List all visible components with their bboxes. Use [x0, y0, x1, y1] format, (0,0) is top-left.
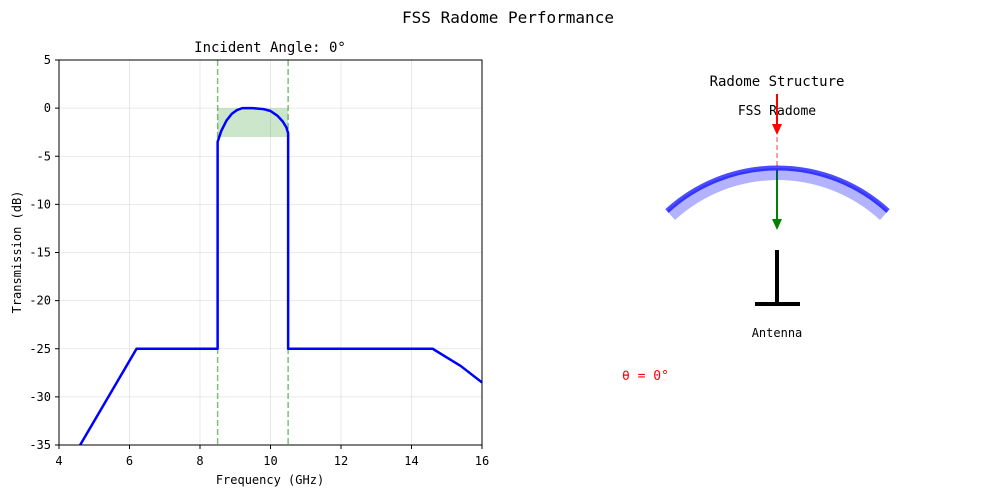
transmitted-wave-arrow [772, 170, 782, 230]
y-axis-label: Transmission (dB) [10, 191, 24, 314]
transmission-chart: 4 6 8 10 12 14 16 5 0 -5 -10 -15 -20 -25 -30 -35 Incid… [10, 40, 489, 487]
y-tick-label: -5 [37, 149, 51, 163]
y-tick-label: -20 [29, 294, 51, 308]
y-tick-label: -35 [29, 438, 51, 452]
antenna-label: Antenna [752, 326, 803, 340]
y-tick-label: 5 [44, 53, 51, 67]
y-axis-ticks: 5 0 -5 -10 -15 -20 -25 -30 -35 [29, 53, 59, 452]
x-tick-label: 4 [55, 454, 62, 468]
x-tick-label: 16 [475, 454, 489, 468]
radome-shell-fill [667, 168, 888, 220]
x-axis-ticks: 4 6 8 10 12 14 16 [55, 445, 489, 468]
y-tick-label: -30 [29, 390, 51, 404]
y-tick-label: 0 [44, 101, 51, 115]
passband-region [217, 108, 289, 137]
incident-angle-label: θ = 0° [622, 369, 669, 384]
series-group [79, 106, 483, 446]
transmission-line [79, 106, 483, 446]
antenna-icon [755, 250, 800, 306]
x-tick-label: 8 [196, 454, 203, 468]
passband-shading [217, 108, 289, 137]
y-tick-label: -25 [29, 342, 51, 356]
transmitted-arrow-head [772, 219, 782, 230]
x-axis-label: Frequency (GHz) [216, 473, 324, 487]
incident-wave-arrow [772, 94, 782, 167]
diagram-title: Radome Structure [710, 74, 845, 90]
incident-arrow-head [772, 124, 782, 135]
y-tick-label: -15 [29, 246, 51, 260]
x-tick-label: 10 [263, 454, 277, 468]
radome-shell-outline [665, 165, 890, 213]
x-tick-label: 12 [334, 454, 348, 468]
chart-title: Incident Angle: 0° [194, 40, 346, 56]
y-tick-label: -10 [29, 197, 51, 211]
figure-title: FSS Radome Performance [402, 8, 614, 27]
radome-diagram: Radome Structure FSS Radome Antenna θ = … [622, 74, 890, 384]
x-tick-label: 14 [404, 454, 418, 468]
x-tick-label: 6 [126, 454, 133, 468]
